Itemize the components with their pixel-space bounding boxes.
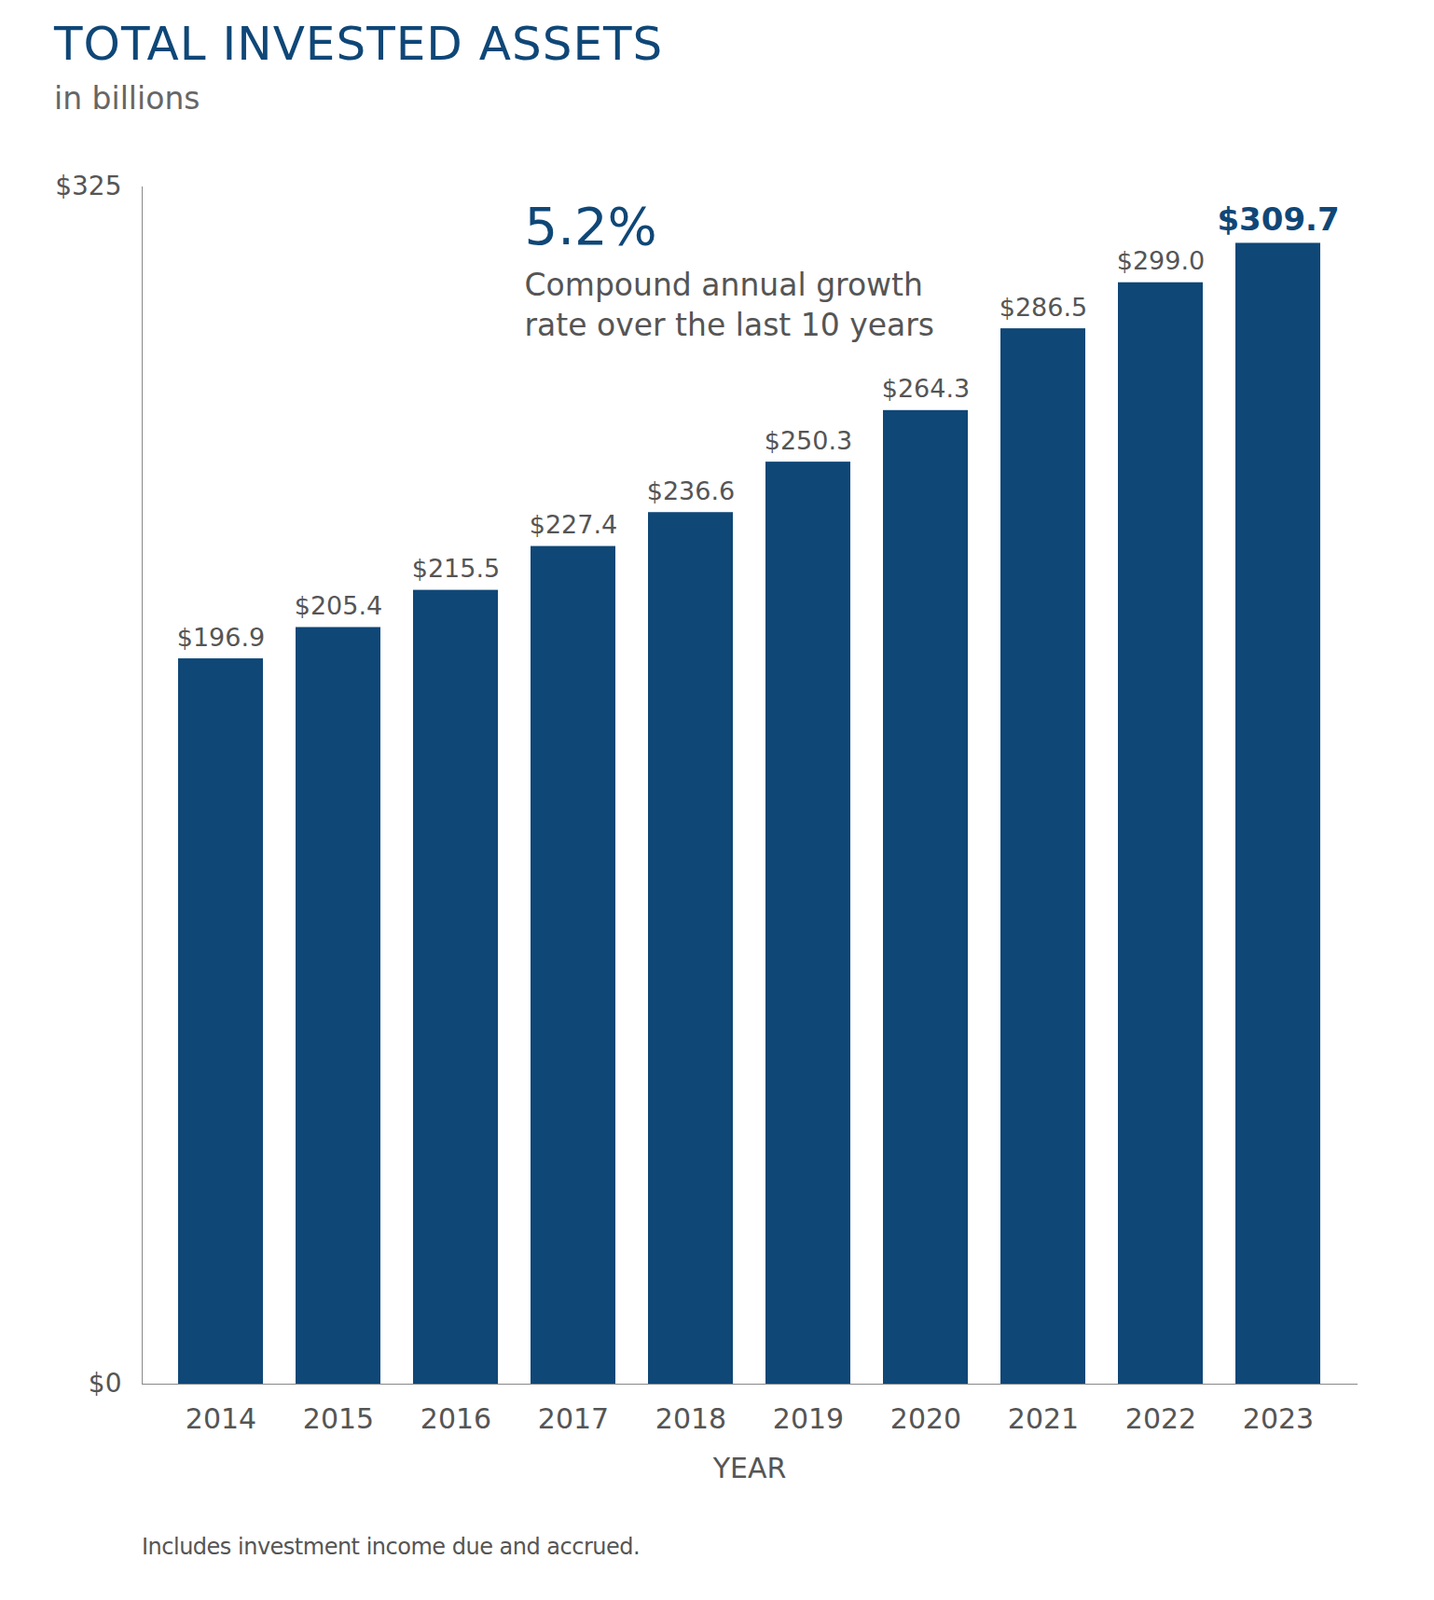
svg-text:2018: 2018 (655, 1402, 727, 1435)
svg-text:$215.5: $215.5 (412, 553, 500, 583)
html-text:in billions: in billions (54, 80, 200, 117)
svg-text:YEAR: YEAR (712, 1451, 787, 1485)
svg-text:$205.4: $205.4 (294, 591, 383, 621)
svg-text:2015: 2015 (303, 1402, 374, 1435)
svg-text:2016: 2016 (420, 1402, 492, 1435)
svg-text:2020: 2020 (890, 1402, 962, 1435)
html-text:TOTAL INVESTED ASSETS: TOTAL INVESTED ASSETS (54, 16, 664, 71)
svg-text:$286.5: $286.5 (999, 292, 1088, 322)
svg-text:$0: $0 (88, 1367, 123, 1399)
svg-text:2014: 2014 (185, 1402, 257, 1435)
html-text:Includes investment income due: Includes investment income due and accru… (141, 1533, 640, 1560)
svg-text:$299.0: $299.0 (1116, 246, 1205, 276)
svg-text:2019: 2019 (772, 1402, 844, 1435)
svg-text:$264.3: $264.3 (882, 373, 970, 403)
svg-text:2021: 2021 (1007, 1402, 1079, 1435)
svg-text:2023: 2023 (1242, 1402, 1314, 1435)
svg-text:2017: 2017 (537, 1402, 609, 1435)
svg-text:2022: 2022 (1125, 1402, 1197, 1435)
svg-text:Compound annual growthrate ove: Compound annual growthrate over the last… (524, 266, 936, 344)
svg-text:$196.9: $196.9 (177, 622, 265, 652)
svg-text:$236.6: $236.6 (647, 476, 735, 506)
svg-text:$227.4: $227.4 (529, 510, 618, 539)
svg-text:$250.3: $250.3 (764, 426, 853, 456)
svg-text:5.2%: 5.2% (524, 195, 658, 257)
svg-text:$309.7: $309.7 (1216, 200, 1339, 238)
svg-text:$325: $325 (55, 170, 122, 202)
